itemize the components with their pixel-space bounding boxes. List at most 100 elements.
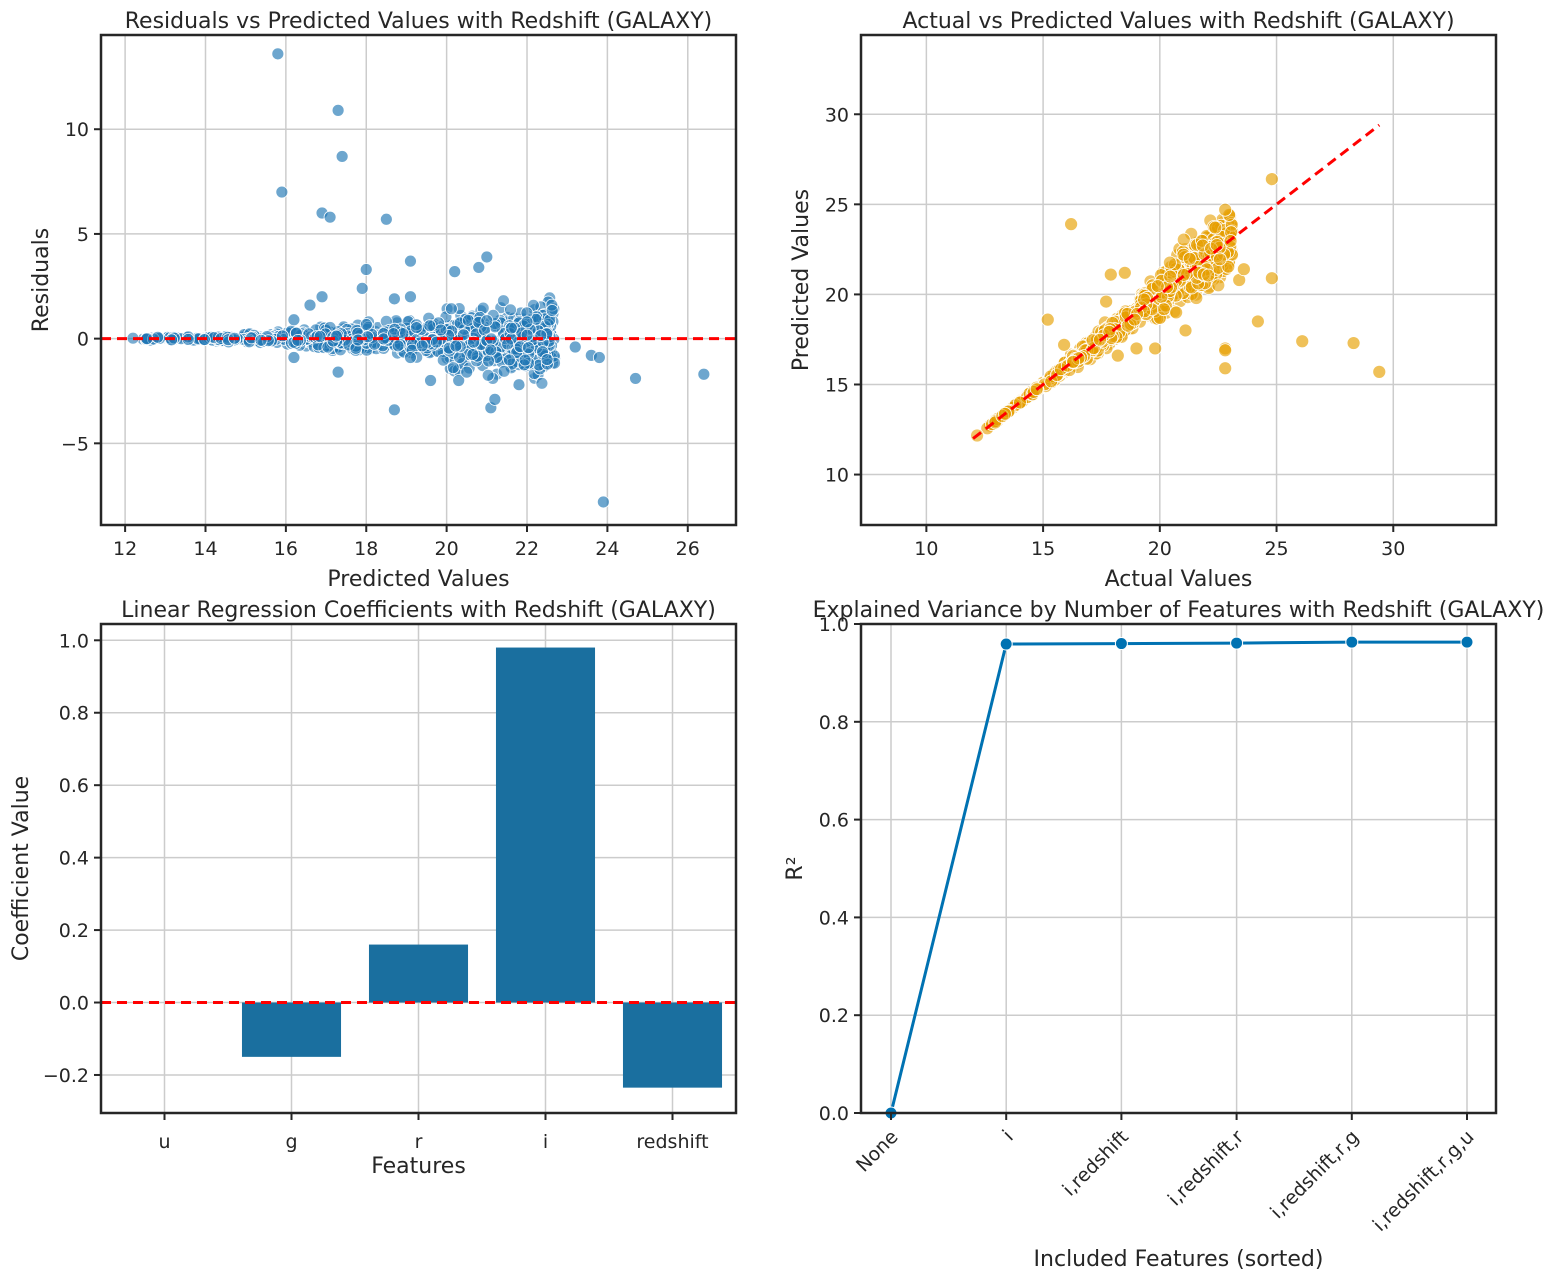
residual-point <box>697 367 711 381</box>
prediction-point <box>1137 292 1151 307</box>
residual-point <box>481 368 495 382</box>
residual-point <box>488 392 502 406</box>
residual-point <box>520 315 534 329</box>
residual-point <box>323 210 337 224</box>
residual-point <box>497 294 510 308</box>
plot-area <box>101 35 736 525</box>
chart-title: Actual vs Predicted Values with Redshift… <box>902 9 1454 34</box>
residual-point <box>540 353 554 366</box>
residual-point <box>460 365 474 379</box>
residual-point <box>596 495 610 509</box>
r2-point-3 <box>1230 636 1244 650</box>
residual-point <box>436 353 450 367</box>
bars <box>114 647 723 1088</box>
prediction-point <box>1208 220 1223 235</box>
x-tick-label: r <box>415 1131 423 1153</box>
prediction-point <box>1064 217 1079 232</box>
y-tick-label: 0.4 <box>819 907 849 929</box>
x-tick-label: redshift <box>636 1131 708 1153</box>
residual-point <box>254 333 268 347</box>
prediction-point <box>1040 312 1055 327</box>
residual-point <box>484 343 498 357</box>
prediction-point <box>1150 279 1165 294</box>
axes-frame <box>859 33 1498 527</box>
prediction-point <box>1127 312 1142 327</box>
bar-r <box>368 944 469 1003</box>
residual-point <box>522 341 535 355</box>
residual-point <box>404 290 417 304</box>
prediction-point <box>1103 267 1118 282</box>
y-tick-label: 1.0 <box>819 614 849 636</box>
y-tick-label: 10 <box>825 465 849 487</box>
x-tick-label: 15 <box>1031 538 1055 560</box>
prediction-point <box>1218 343 1233 358</box>
residual-point <box>331 365 345 379</box>
y-tick-label: 0.2 <box>59 920 89 942</box>
x-tick-label: 22 <box>515 538 539 560</box>
r2-point-5 <box>1460 635 1474 649</box>
y-axis-label: Coefficient Value <box>9 776 34 961</box>
residual-point <box>452 374 466 387</box>
residuals-panel: 12 14 16 18 20 22 24 26 −5 0 5 10 Residuals vs Predi… <box>29 9 738 592</box>
residual-point <box>404 351 417 364</box>
residual-point <box>518 353 532 367</box>
y-tick-label: 25 <box>825 194 849 216</box>
residual-point <box>512 378 526 392</box>
residual-point <box>482 354 496 368</box>
residual-point <box>303 298 317 312</box>
y-axis-label: Residuals <box>29 228 54 332</box>
y-tick-label: 5 <box>77 224 89 246</box>
prediction-point <box>1250 314 1265 329</box>
prediction-point <box>1110 348 1125 363</box>
bar-redshift <box>622 1002 723 1088</box>
chart-title: Residuals vs Predicted Values with Redsh… <box>125 9 713 34</box>
prediction-point <box>1295 334 1310 349</box>
x-tick-label: 14 <box>193 538 217 560</box>
prediction-point <box>1169 305 1184 320</box>
actual-vs-predicted-panel: 10 15 20 25 30 10 15 20 25 30 Actual vs Predicted … <box>789 9 1498 592</box>
residual-point <box>415 339 429 353</box>
residual-point <box>410 321 423 335</box>
residual-point <box>359 263 373 276</box>
prediction-point <box>1346 336 1361 350</box>
residual-point <box>504 303 517 317</box>
residual-point <box>444 302 458 316</box>
residual-point <box>497 364 511 378</box>
x-tick-label: i,redshift,r,g <box>1266 1126 1363 1223</box>
y-tick-label: 30 <box>825 104 849 126</box>
prediction-point <box>1236 262 1251 277</box>
x-tick-label: 24 <box>595 538 619 560</box>
residual-point <box>424 374 437 387</box>
r2-point-1 <box>999 637 1013 651</box>
axes-frame <box>859 622 1498 1115</box>
x-tick-label: i <box>998 1126 1017 1145</box>
residual-point <box>449 339 463 353</box>
prediction-point <box>1057 337 1072 352</box>
residual-point <box>335 150 349 163</box>
y-tick-label: 0.8 <box>819 712 849 734</box>
prediction-point <box>1372 364 1387 379</box>
y-tick-label: 10 <box>65 119 89 141</box>
residual-point <box>446 361 460 375</box>
r2-series-line <box>889 640 1467 1114</box>
residual-point <box>472 261 486 274</box>
y-tick-label: −0.2 <box>43 1065 89 1087</box>
x-tick-label: None <box>852 1126 903 1177</box>
residual-point <box>379 212 393 226</box>
x-tick-label: 12 <box>113 538 137 560</box>
residual-point <box>329 329 343 343</box>
residual-point <box>313 330 327 343</box>
y-tick-label: 0.2 <box>819 1005 849 1027</box>
x-tick-label: i <box>543 1131 548 1153</box>
explained-variance-panel: None i i,redshift i,redshift,r i,redshift,r,… <box>783 598 1544 1272</box>
residual-point <box>504 321 518 335</box>
x-tick-label: i,redshift <box>1058 1126 1133 1201</box>
x-tick-label: u <box>158 1131 170 1153</box>
prediction-point <box>1264 172 1279 187</box>
x-tick-label: 16 <box>274 538 298 560</box>
prediction-point <box>1201 268 1216 283</box>
x-tick-label: 20 <box>1148 538 1172 560</box>
residual-point <box>315 290 329 304</box>
residual-point <box>461 313 475 327</box>
